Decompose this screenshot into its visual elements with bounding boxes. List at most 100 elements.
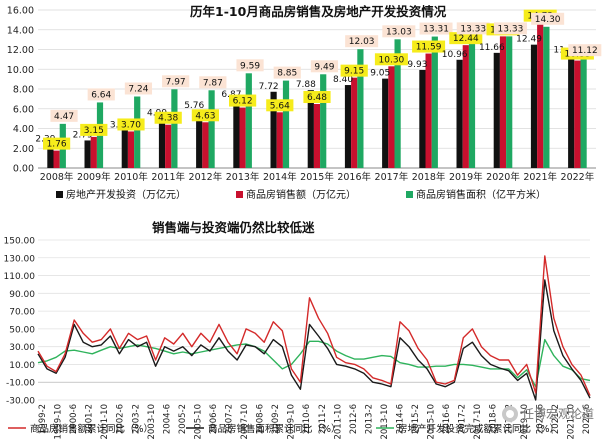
bottom-chart-legend: 商品房销售额累计同比（%） 商品房销售面积累计同比（%） 房地产开发投资完成额累计同… — [8, 423, 559, 435]
top-chart-legend: 房地产开发投资（万亿元） 商品房销售额（万亿元） 商品房销售面积（亿平方米） — [56, 188, 546, 201]
label-box-sales-amount-3 — [154, 111, 182, 124]
x-tick-label: 2009-2 — [271, 404, 281, 434]
label-sales-amount-6: 5.64 — [270, 101, 290, 111]
legend-label-line-2: 房地产开发投资完成额累计同比（%） — [398, 423, 559, 435]
y-tick-label: -30.00 — [6, 397, 35, 407]
x-tick-label: 2018-6 — [489, 404, 499, 434]
bar-sales_amount-7 — [313, 104, 321, 168]
x-tick-label: 2015年 — [300, 171, 334, 183]
label-investment-12: 11.66 — [479, 43, 505, 53]
x-tick-label: 2000-6 — [69, 404, 79, 434]
bar-sales_amount-2 — [127, 131, 135, 168]
y-tick-label: 110.00 — [4, 272, 36, 282]
y-tick-label: 4.00 — [13, 124, 34, 135]
legend-label-sales_amount: 商品房销售额（万亿元） — [246, 188, 356, 201]
label-box-sales-amount-1 — [80, 123, 108, 136]
y-tick-label: 6.00 — [13, 104, 34, 115]
label-sales-amount-4: 4.63 — [195, 111, 215, 121]
x-tick-label: 2007-10 — [240, 404, 250, 440]
bar-investment-4 — [196, 111, 203, 168]
legend-label-investment: 房地产开发投资（万亿元） — [66, 188, 186, 201]
bar-sales_area-14 — [580, 58, 587, 168]
label-box-sales-area-6 — [273, 66, 301, 79]
bar-sales_area-4 — [208, 90, 215, 168]
bar-investment-13 — [530, 44, 538, 168]
x-tick-label: 2019-10 — [520, 404, 530, 440]
bar-sales_area-12 — [506, 36, 513, 169]
legend-label-line-1: 商品房销售面积累计同比（%） — [208, 423, 341, 435]
x-tick-label: 2011年 — [151, 171, 185, 183]
label-investment-13: 12.49 — [516, 35, 542, 45]
x-tick-label: 2022年 — [561, 171, 595, 183]
bar-investment-0 — [47, 144, 54, 168]
label-box-sales-amount-9 — [374, 53, 408, 66]
label-box-sales-area-1 — [87, 88, 115, 101]
label-sales-area-8: 12.03 — [349, 37, 375, 47]
x-tick-label: 2008年 — [40, 171, 74, 183]
y-tick-label: 0.00 — [13, 164, 34, 175]
x-tick-label: 2005-2 — [178, 404, 188, 434]
bar-sales_amount-3 — [165, 124, 172, 168]
bar-sales_amount-10 — [425, 53, 432, 168]
x-tick-label: 2003-2 — [131, 404, 141, 434]
x-tick-label: 1999-2 — [38, 404, 48, 434]
label-sales-area-10: 13.31 — [423, 25, 449, 35]
y-tick-label: 10.00 — [9, 361, 35, 371]
bar-investment-10 — [419, 69, 426, 168]
bar-investment-9 — [382, 78, 389, 168]
y-tick-label: 10.00 — [7, 65, 34, 76]
label-sales-area-4: 7.87 — [203, 78, 223, 88]
bottom-line-chart: 150.00 130.00 110.00 90.00 70.00 50.00 30.00 10… — [0, 218, 602, 440]
x-tick-label: 2016年 — [337, 171, 371, 183]
x-tick-label: 2007-2 — [225, 404, 235, 434]
x-tick-label: 2018年 — [412, 171, 446, 183]
legend-label-sales_area: 商品房销售面积（亿平方米） — [416, 188, 546, 201]
legend-swatch-sales_area — [406, 191, 413, 198]
label-box-sales-area-9 — [382, 25, 416, 38]
label-investment-9: 9.05 — [370, 69, 390, 79]
bar-investment-8 — [344, 85, 352, 168]
label-sales-amount-9: 10.30 — [379, 55, 405, 65]
x-tick-label: 2008-6 — [256, 404, 266, 434]
label-box-sales-amount-5 — [229, 94, 257, 107]
label-box-sales-area-4 — [199, 76, 227, 89]
label-box-sales-area-14 — [568, 44, 602, 57]
y-tick-label: 70.00 — [9, 308, 35, 318]
x-tick-label: 2005-10 — [193, 404, 203, 440]
label-sales-amount-2: 3.70 — [121, 120, 141, 130]
label-sales-amount-5: 6.12 — [233, 97, 253, 107]
label-box-sales-area-3 — [162, 75, 190, 88]
legend-label-line-0: 商品房销售额累计同比（%） — [30, 423, 153, 435]
x-tick-label: 2021年 — [523, 171, 557, 183]
x-tick-label: 2014-6 — [395, 404, 405, 434]
series-line-2 — [37, 338, 591, 388]
series-line-0 — [37, 255, 591, 396]
bar-sales_area-5 — [245, 73, 252, 168]
label-sales-area-1: 6.64 — [91, 90, 111, 100]
label-sales-area-12: 13.33 — [498, 24, 524, 34]
label-sales-area-11: 13.33 — [460, 24, 486, 34]
bar-sales_amount-8 — [351, 77, 358, 168]
label-box-sales-area-5 — [236, 59, 264, 72]
x-tick-label: 2009-10 — [287, 404, 297, 440]
bar-investment-3 — [158, 118, 166, 168]
bar-sales_amount-1 — [90, 136, 97, 168]
label-box-sales-area-8 — [345, 35, 379, 48]
bar-investment-12 — [493, 52, 500, 168]
label-box-sales-area-7 — [310, 60, 339, 73]
x-tick-label: 2013年 — [226, 171, 260, 183]
bar-investment-2 — [121, 130, 128, 168]
x-tick-label: 2012-6 — [349, 404, 359, 434]
label-box-sales-area-11 — [456, 22, 490, 35]
label-sales-amount-0: 1.76 — [47, 140, 67, 150]
x-tick-label: 2011-10 — [333, 404, 343, 440]
label-sales-amount-11: 12.44 — [453, 34, 479, 44]
bar-sales_amount-14 — [574, 60, 581, 169]
watermark-text: 任博宏观论道 — [521, 407, 594, 421]
label-sales-area-3: 7.97 — [166, 77, 186, 87]
y-tick-label: 14.00 — [7, 25, 34, 36]
label-sales-area-9: 13.03 — [386, 27, 412, 37]
bar-sales_area-11 — [468, 36, 476, 169]
bar-investment-5 — [233, 100, 240, 168]
